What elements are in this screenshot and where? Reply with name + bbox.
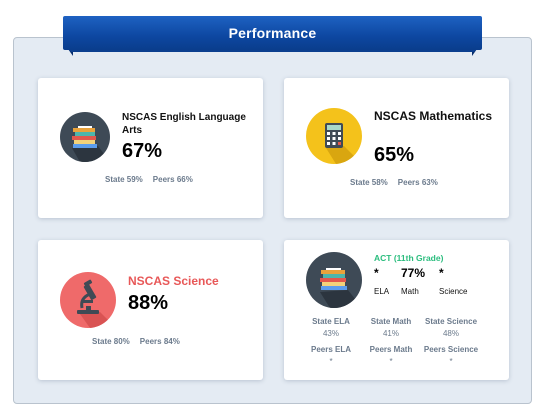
act-peers-science: Peers Science * bbox=[416, 344, 486, 368]
act-peers-math-value: * bbox=[389, 357, 393, 366]
act-state-math-label: State Math bbox=[370, 317, 412, 326]
science-percent: 88% bbox=[128, 292, 169, 314]
act-state-science: State Science 48% bbox=[416, 316, 486, 340]
banner-title: Performance bbox=[63, 16, 482, 50]
performance-banner: Performance bbox=[55, 12, 490, 62]
math-peers: Peers 63% bbox=[397, 178, 438, 187]
act-state-science-label: State Science bbox=[424, 317, 478, 326]
science-peers: Peers 84% bbox=[139, 337, 180, 346]
microscope-icon bbox=[60, 272, 116, 328]
science-state: State 80% bbox=[92, 337, 130, 346]
act-science-score: * bbox=[439, 266, 444, 280]
act-state-ela-value: 43% bbox=[322, 329, 339, 338]
act-state-science-value: 48% bbox=[442, 329, 459, 338]
science-title: NSCAS Science bbox=[128, 274, 219, 288]
ela-percent: 67% bbox=[122, 140, 163, 162]
act-peers-science-value: * bbox=[449, 357, 453, 366]
act-peers-ela-value: * bbox=[329, 357, 333, 366]
math-state: State 58% bbox=[350, 178, 388, 187]
act-state-math: State Math 41% bbox=[356, 316, 426, 340]
math-comparisons: State 58% Peers 63% bbox=[350, 178, 448, 187]
books-icon bbox=[306, 252, 362, 308]
act-state-ela-label: State ELA bbox=[312, 317, 350, 326]
math-card[interactable]: NSCAS Mathematics 65% State 58% Peers 63% bbox=[284, 78, 509, 218]
act-math-label: Math bbox=[401, 287, 419, 296]
act-math-score: 77% bbox=[401, 266, 426, 280]
ela-state: State 59% bbox=[105, 175, 143, 184]
act-ela-score: * bbox=[374, 266, 379, 280]
ela-title: NSCAS English Language Arts bbox=[122, 112, 246, 136]
act-state-math-value: 41% bbox=[382, 329, 399, 338]
act-heading: ACT (11th Grade) bbox=[374, 253, 444, 263]
act-state-ela: State ELA 43% bbox=[296, 316, 366, 340]
science-card[interactable]: NSCAS Science 88% State 80% Peers 84% bbox=[38, 240, 263, 380]
ela-comparisons: State 59% Peers 66% bbox=[105, 175, 203, 184]
act-peers-science-label: Peers Science bbox=[423, 345, 479, 354]
books-icon bbox=[60, 112, 110, 162]
calculator-icon bbox=[306, 108, 362, 164]
act-ela-label: ELA bbox=[374, 287, 390, 296]
act-peers-math: Peers Math * bbox=[356, 344, 426, 368]
act-card[interactable]: ACT (11th Grade) * 77% * ELA Math Scienc… bbox=[284, 240, 509, 380]
ela-card[interactable]: NSCAS English Language Arts 67% State 59… bbox=[38, 78, 263, 218]
math-title: NSCAS Mathematics bbox=[374, 109, 493, 123]
act-peers-ela: Peers ELA * bbox=[296, 344, 366, 368]
ela-peers: Peers 66% bbox=[152, 175, 193, 184]
act-peers-ela-label: Peers ELA bbox=[310, 345, 352, 354]
act-peers-math-label: Peers Math bbox=[369, 345, 413, 354]
science-comparisons: State 80% Peers 84% bbox=[92, 337, 190, 346]
act-science-label: Science bbox=[439, 287, 468, 296]
math-percent: 65% bbox=[374, 144, 415, 166]
